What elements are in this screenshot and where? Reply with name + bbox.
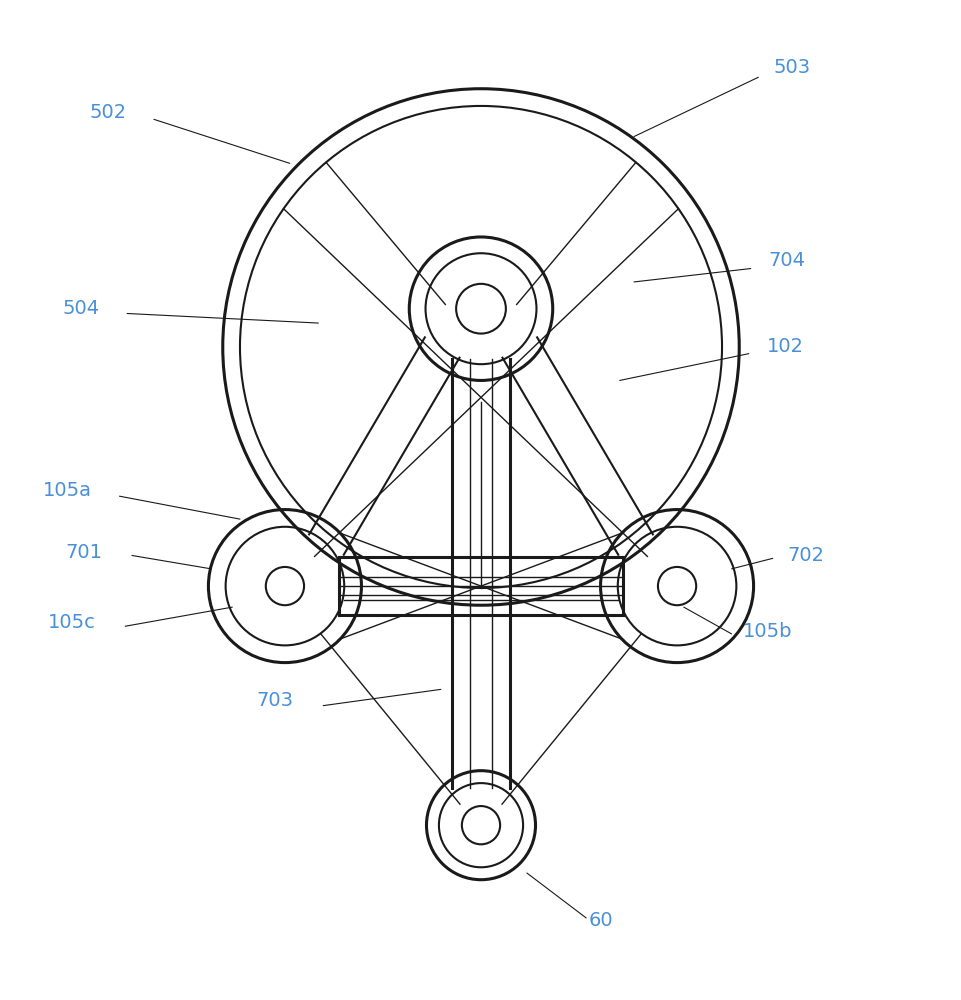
Text: 701: 701 [65, 543, 103, 562]
Text: 105b: 105b [743, 622, 792, 641]
Text: 102: 102 [766, 337, 802, 356]
Text: 703: 703 [257, 691, 293, 710]
Text: 702: 702 [787, 546, 824, 565]
Text: 704: 704 [768, 251, 804, 270]
Text: 503: 503 [773, 58, 809, 77]
Text: 105a: 105a [43, 481, 92, 500]
Text: 502: 502 [89, 103, 127, 122]
Text: 504: 504 [62, 299, 100, 318]
Text: 105c: 105c [48, 613, 95, 632]
Text: 60: 60 [587, 911, 612, 930]
